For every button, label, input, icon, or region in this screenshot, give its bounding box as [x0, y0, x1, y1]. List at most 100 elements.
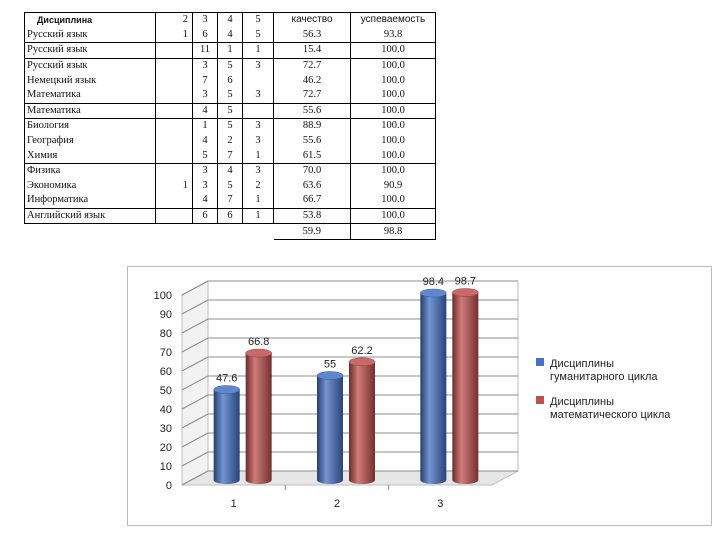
data-label: 98.7 [455, 275, 476, 287]
cell-grade-5: 3 [242, 133, 274, 149]
gridline-side [181, 337, 209, 353]
cell-quality: 53.8 [273, 207, 351, 225]
cell-grade-2 [155, 207, 193, 225]
cell-grade-4: 7 [217, 148, 243, 164]
cell-grade-3: 6 [192, 207, 218, 225]
cell-grade-3: 4 [192, 193, 218, 209]
cell-grade-2 [155, 193, 193, 209]
table-totals-row: 59.9 98.8 [25, 223, 436, 240]
table-row: Математика 3 5 3 72.7 100.0 [24, 87, 436, 104]
cell-performance: 100.0 [350, 148, 436, 164]
cell-grade-5: 5 [242, 27, 274, 43]
cell-grade-2 [155, 102, 193, 119]
bar-top [245, 348, 272, 358]
cell-performance: 100.0 [350, 42, 436, 59]
cell-performance: 90.9 [350, 178, 436, 194]
bar-top [452, 288, 479, 297]
bar-math-3 [452, 292, 479, 484]
bar-top [348, 357, 376, 367]
cell-grade-3: 3 [192, 87, 218, 104]
cell-grade-3: 6 [192, 27, 218, 43]
bar-humanities-2 [317, 375, 343, 484]
cell-grade-2: 1 [155, 27, 193, 43]
cell-grade-2 [155, 148, 193, 164]
cell-performance: 100.0 [350, 133, 436, 149]
cell-grade-5: 3 [242, 57, 274, 74]
cell-discipline: Экономика [24, 178, 156, 194]
y-tick-label: 30 [160, 423, 172, 435]
table-row: Экономика 1 3 5 2 63.6 90.9 [24, 178, 436, 194]
cell-grade-3: 1 [192, 118, 218, 134]
x-tick-label: 3 [437, 498, 443, 510]
bar-chart: 0 10 20 30 40 50 60 70 80 90 100 1 47.6 66.8 2 55 62.2 3 9… [154, 275, 672, 510]
y-tick-label: 40 [160, 404, 172, 416]
cell-empty [218, 224, 243, 240]
table-header-row: Дисциплина 2 3 4 5 качество успеваемость [24, 11, 436, 28]
gridline-side [181, 394, 209, 410]
table-row: Информатика 4 7 1 66.7 100.0 [24, 193, 436, 209]
cell-quality: 63.6 [273, 178, 351, 194]
table-row: Химия 5 7 1 61.5 100.0 [24, 148, 436, 164]
legend-swatch [536, 396, 544, 404]
cell-grade-5: 3 [242, 118, 274, 134]
cell-empty [243, 224, 274, 240]
table-row: Русский язык 11 1 1 15.4 100.0 [24, 42, 436, 59]
cell-quality: 56.3 [273, 27, 351, 43]
cell-performance: 100.0 [350, 207, 436, 225]
legend-label: Дисциплины математического цикла [550, 396, 671, 421]
gridline-side [181, 356, 209, 372]
cell-grade-5: 1 [242, 207, 274, 225]
table-row: Русский язык 3 5 3 72.7 100.0 [24, 57, 436, 74]
cell-grade-3: 4 [192, 102, 218, 119]
cell-quality: 72.7 [273, 87, 351, 104]
cell-grade-4: 5 [217, 178, 243, 194]
cell-discipline: Немецкий язык [24, 73, 156, 88]
gridline-side [181, 299, 209, 315]
gridline-side [181, 432, 209, 448]
cell-performance: 100.0 [350, 87, 436, 104]
cell-quality: 66.7 [273, 193, 351, 209]
header-discipline: Дисциплина [24, 11, 156, 28]
bar-math-1 [245, 353, 272, 484]
cell-grade-2 [155, 42, 193, 59]
header-grade-2: 2 [155, 11, 193, 28]
cell-quality: 46.2 [273, 73, 351, 88]
total-quality: 59.9 [273, 223, 351, 240]
y-tick-label: 80 [160, 328, 172, 340]
cell-grade-4: 1 [217, 42, 243, 59]
cell-discipline: Английский язык [24, 207, 156, 225]
cell-discipline: Математика [24, 87, 156, 104]
cell-grade-3: 4 [192, 133, 218, 149]
cell-empty [25, 224, 156, 240]
cell-discipline: Физика [24, 162, 156, 179]
cell-grade-5: 1 [242, 42, 274, 59]
cell-discipline: Математика [24, 102, 156, 119]
table-row: Немецкий язык 7 6 46.2 100.0 [24, 73, 436, 88]
cell-grade-4: 5 [217, 102, 243, 119]
cell-performance: 93.8 [350, 27, 436, 43]
table-row: География 4 2 3 55.6 100.0 [24, 133, 436, 149]
cell-grade-3: 3 [192, 57, 218, 74]
header-grade-5: 5 [242, 11, 274, 28]
cell-performance: 100.0 [350, 162, 436, 179]
y-tick-label: 70 [160, 347, 172, 359]
header-grade-4: 4 [217, 11, 243, 28]
y-tick-label: 100 [154, 290, 172, 302]
cell-performance: 100.0 [350, 102, 436, 119]
cell-quality: 55.6 [273, 102, 351, 119]
cell-empty [193, 224, 218, 240]
y-tick-label: 20 [160, 442, 172, 454]
cell-grade-4: 7 [217, 193, 243, 209]
cell-grade-4: 2 [217, 133, 243, 149]
cell-grade-4: 4 [217, 27, 243, 43]
cell-grade-2 [155, 57, 193, 74]
data-label: 47.6 [216, 373, 237, 385]
table-body: Русский язык 1 6 4 5 56.3 93.8 Русский язык 11 1 1… [24, 27, 436, 240]
y-tick-label: 90 [160, 309, 172, 321]
cell-performance: 100.0 [350, 193, 436, 209]
legend-swatch [536, 358, 544, 366]
cell-grade-2: 1 [155, 178, 193, 194]
gridline-side [181, 318, 209, 334]
cell-grade-4: 5 [217, 87, 243, 104]
bar-top [213, 385, 240, 394]
